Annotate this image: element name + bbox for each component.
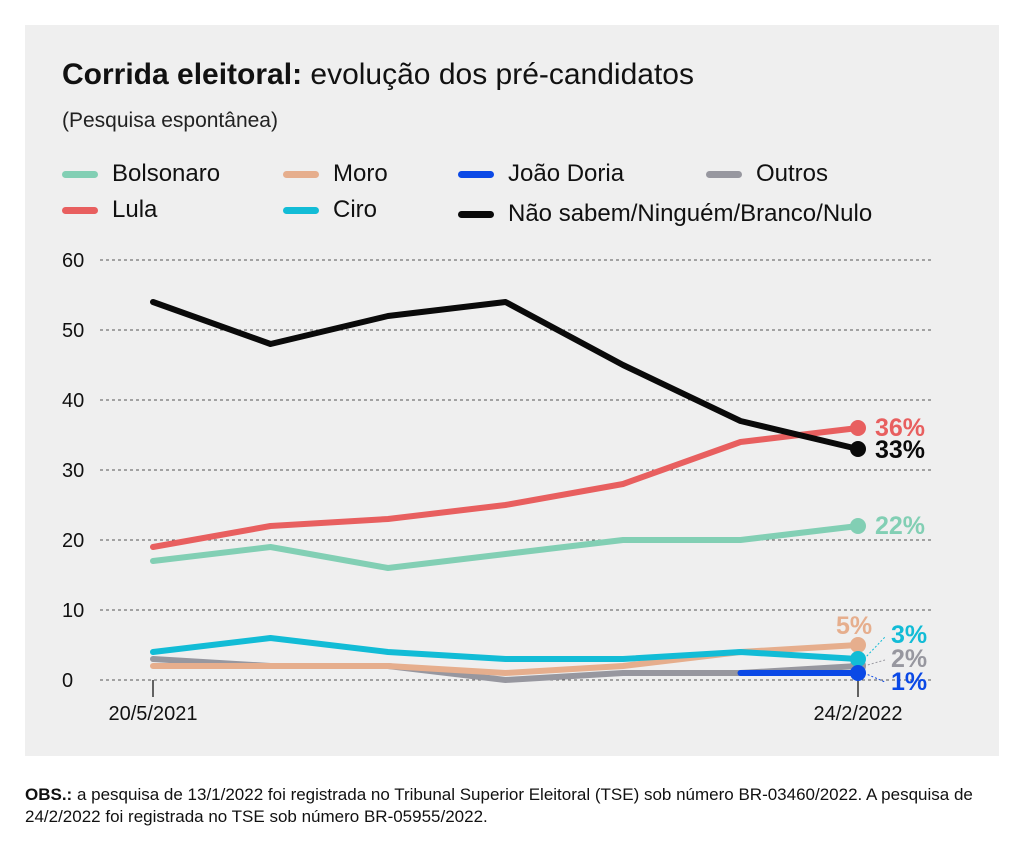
- line-chart: 0 10 20 30 40 50 60 20/5/2021 24/2/2022 2% 5% 3% 1% 2…: [62, 250, 932, 725]
- leader-line: [863, 672, 886, 683]
- series-line: [150, 299, 861, 452]
- end-marker: [850, 637, 866, 653]
- legend-label: Moro: [333, 160, 388, 187]
- legend-swatch: [458, 170, 494, 178]
- legend-swatch: [283, 170, 319, 178]
- end-label: 36%: [875, 414, 925, 442]
- title-rest: evolução dos pré-candidatos: [302, 58, 694, 91]
- chart-title: Corrida eleitoral: evolução dos pré-cand…: [62, 58, 694, 92]
- legend-item-bolsonaro: Bolsonaro: [62, 159, 220, 189]
- legend-label: Ciro: [333, 196, 378, 223]
- end-label: 22%: [875, 512, 925, 540]
- series-line: [150, 656, 861, 683]
- legend-swatch: [62, 170, 98, 178]
- legend-swatch: [706, 170, 742, 178]
- end-label: 5%: [836, 612, 872, 640]
- legend-item-nao-sabem: Não sabem/Ninguém/Branco/Nulo: [458, 199, 872, 229]
- chart-subtitle: (Pesquisa espontânea): [62, 109, 278, 132]
- legend-swatch: [62, 206, 98, 214]
- end-marker: [850, 518, 866, 534]
- legend-swatch: [283, 206, 319, 214]
- legend-label: Outros: [756, 160, 829, 187]
- y-tick-label: 60: [62, 250, 84, 272]
- end-marker: [850, 651, 866, 667]
- footnote: OBS.: a pesquisa de 13/1/2022 foi regist…: [25, 784, 985, 828]
- y-tick-label: 0: [62, 670, 73, 692]
- leader-line: [863, 636, 886, 660]
- legend-swatch: [458, 210, 494, 218]
- chart-panel: [25, 25, 999, 756]
- footnote-text: a pesquisa de 13/1/2022 foi registrada n…: [25, 785, 973, 826]
- y-tick-label: 40: [62, 390, 84, 412]
- series-line: [150, 425, 861, 550]
- end-label: 1%: [891, 668, 927, 696]
- title-bold: Corrida eleitoral:: [62, 58, 303, 91]
- legend-item-outros: Outros: [706, 159, 828, 189]
- end-marker: [850, 441, 866, 457]
- y-tick-label: 20: [62, 530, 84, 552]
- end-marker: [850, 420, 866, 436]
- y-tick-label: 30: [62, 460, 84, 482]
- legend-item-lula: Lula: [62, 195, 157, 225]
- legend-label: João Doria: [508, 160, 625, 187]
- legend-label: Lula: [112, 196, 158, 223]
- end-marker: [850, 665, 866, 681]
- legend-item-joao-doria: João Doria: [458, 159, 624, 189]
- legend-item-moro: Moro: [283, 159, 388, 189]
- end-label: 33%: [875, 436, 925, 464]
- y-tick-label: 50: [62, 320, 84, 342]
- x-tick-label: 24/2/2022: [814, 703, 903, 725]
- series-line: [150, 523, 861, 571]
- x-tick-label: 20/5/2021: [109, 703, 198, 725]
- legend-item-ciro: Ciro: [283, 195, 377, 225]
- legend-label: Não sabem/Ninguém/Branco/Nulo: [508, 200, 873, 227]
- end-label: 3%: [891, 621, 927, 649]
- end-label: 2%: [891, 645, 927, 673]
- legend-label: Bolsonaro: [112, 160, 221, 187]
- series-line: [150, 635, 861, 662]
- y-tick-label: 10: [62, 600, 84, 622]
- footnote-label: OBS.:: [25, 785, 73, 804]
- leader-line: [863, 659, 886, 667]
